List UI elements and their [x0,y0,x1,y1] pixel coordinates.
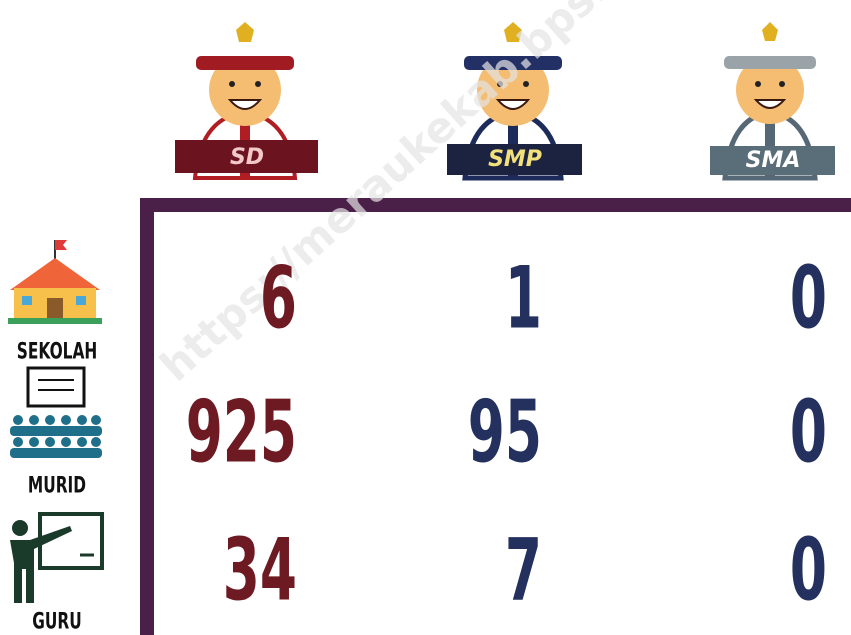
cell-value: 95 [468,382,542,482]
row-label: SEKOLAH [17,339,97,364]
row-label: GURU [32,609,81,634]
icon-school [8,240,102,324]
cell-value: 6 [260,248,297,348]
cell-group: 34 [223,520,297,620]
cell-value: 0 [790,248,827,348]
row-label-group: SEKOLAH [17,339,97,364]
cell-value: 34 [223,520,297,620]
cell-group: 925 [186,382,297,482]
cell-value: 0 [790,382,827,482]
column-label: SD [230,145,264,170]
row-label-group: GURU [32,609,81,634]
row-label: MURID [28,473,86,498]
cell-value: 7 [505,520,542,620]
cell-group: 0 [790,382,827,482]
cell-group: 1 [505,248,542,348]
infographic: https://meraukekab.bps.go.id SDSMPSMASEK… [0,0,851,635]
column-label: SMP [488,147,542,172]
cell-group: 95 [468,382,542,482]
column-label: SMA [746,148,801,173]
icon-students [10,368,102,458]
cell-group: 0 [790,248,827,348]
cell-value: 0 [790,520,827,620]
cell-group: 0 [790,520,827,620]
cell-group: 6 [260,248,297,348]
row-label-group: MURID [28,473,86,498]
cell-value: 925 [186,382,297,482]
cell-value: 1 [505,248,542,348]
cell-group: 7 [505,520,542,620]
icon-teacher [10,514,102,603]
